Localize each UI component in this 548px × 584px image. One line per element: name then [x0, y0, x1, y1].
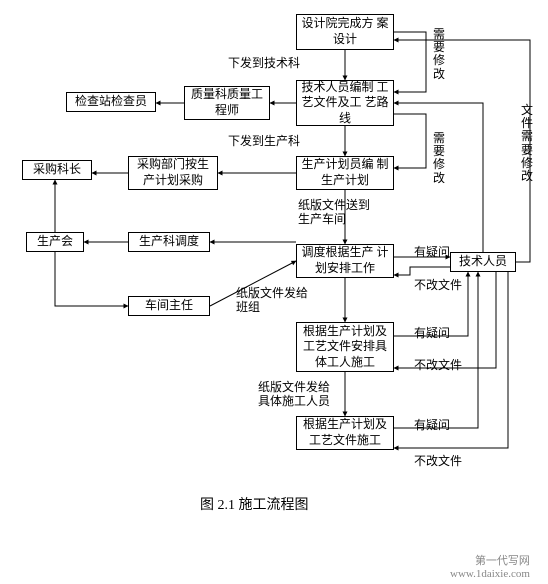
edge-vlabel-v3: 文件需要修改 — [520, 104, 534, 183]
edge-label-l3: 纸版文件送到生产车间 — [298, 198, 370, 227]
node-n4: 检查站检查员 — [66, 92, 156, 112]
edge-label-l6: 有疑问 — [414, 245, 450, 259]
node-n12: 根据生产计划及 工艺文件安排具 体工人施工 — [296, 322, 394, 372]
node-n8: 生产会 — [26, 232, 84, 252]
node-n5: 生产计划员编 制生产计划 — [296, 156, 394, 190]
edge — [394, 272, 478, 428]
edge — [394, 114, 426, 168]
node-n10: 车间主任 — [128, 296, 210, 316]
edge-label-l5: 纸版文件发给具体施工人员 — [258, 380, 330, 409]
edge-label-l9: 不改文件 — [414, 358, 462, 372]
edge-label-l8: 有疑问 — [414, 326, 450, 340]
edge-vlabel-v2: 需要修改 — [432, 132, 446, 185]
edge — [55, 252, 128, 306]
node-n7: 采购科长 — [22, 160, 92, 180]
node-n2: 技术人员编制 工艺文件及工 艺路线 — [296, 80, 394, 126]
edge-label-l7: 不改文件 — [414, 278, 462, 292]
node-n3: 质量科质量工 程师 — [184, 86, 270, 120]
node-n14: 技术人员 — [450, 252, 516, 272]
node-n1: 设计院完成方 案设计 — [296, 14, 394, 50]
edge — [394, 32, 426, 92]
edge — [394, 267, 450, 275]
edge-label-l10: 有疑问 — [414, 418, 450, 432]
edge-label-l2: 下发到生产科 — [228, 134, 300, 148]
edge-label-l11: 不改文件 — [414, 454, 462, 468]
edge-label-l4: 纸版文件发给班组 — [236, 286, 308, 315]
node-n11: 调度根据生产 计划安排工作 — [296, 244, 394, 278]
node-n13: 根据生产计划及 工艺文件施工 — [296, 416, 394, 450]
node-n9: 生产科调度 — [128, 232, 210, 252]
node-n6: 采购部门按生 产计划采购 — [128, 156, 218, 190]
edge-vlabel-v1: 需要修改 — [432, 28, 446, 81]
watermark: 第一代写网 www.1daixie.com — [450, 552, 530, 580]
edge — [394, 40, 530, 262]
figure-caption: 图 2.1 施工流程图 — [200, 494, 309, 514]
edge-label-l1: 下发到技术科 — [228, 56, 300, 70]
